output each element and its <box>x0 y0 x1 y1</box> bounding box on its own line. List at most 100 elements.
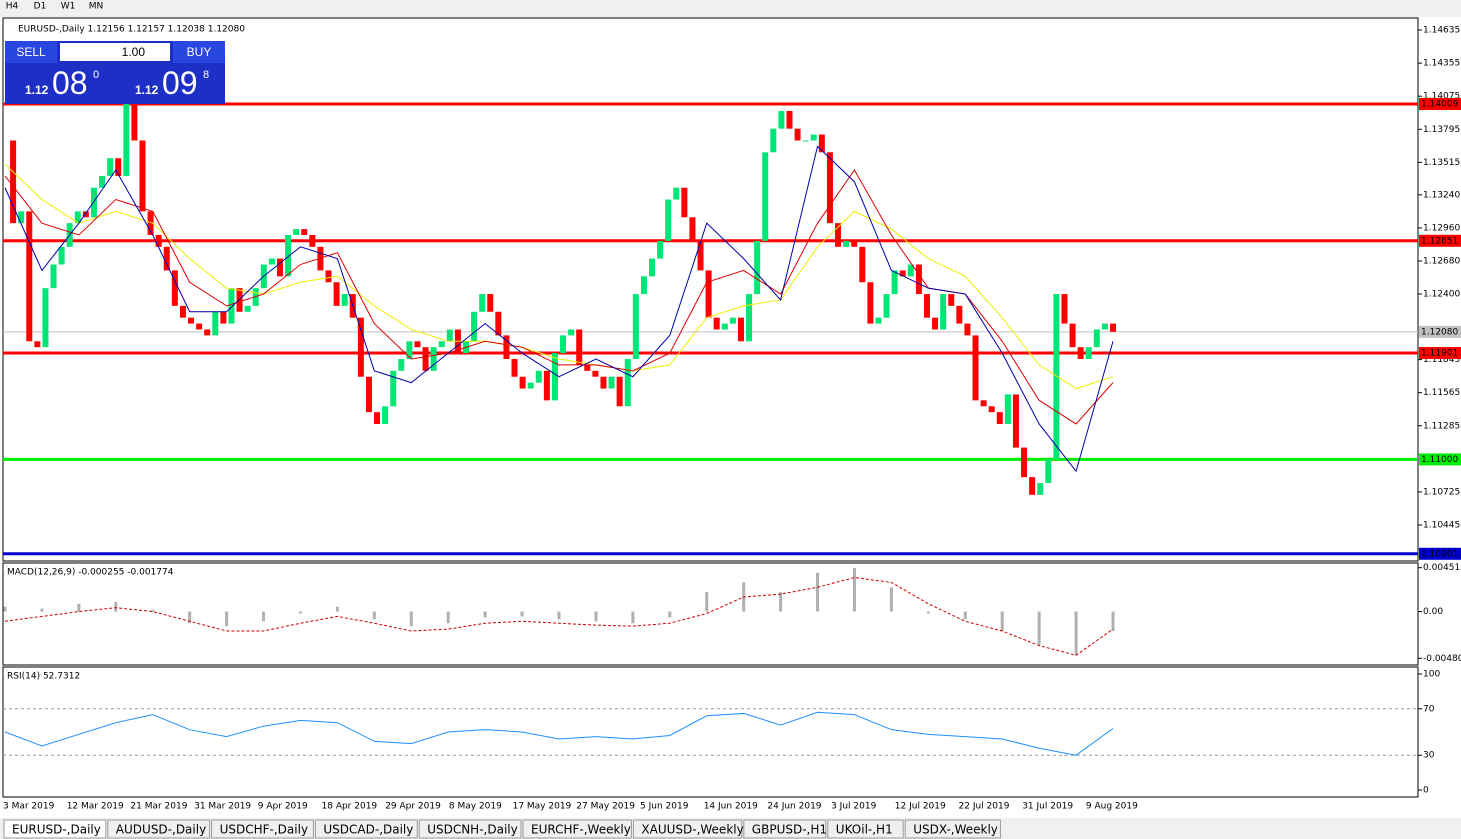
candle <box>293 229 300 235</box>
candle <box>309 234 316 247</box>
candle <box>875 317 882 324</box>
tab-label[interactable]: EURUSD-,Daily <box>12 823 101 837</box>
candle <box>357 317 364 377</box>
candle <box>972 335 979 401</box>
tab-label[interactable]: USDCAD-,Daily <box>323 823 413 837</box>
candle <box>487 294 494 312</box>
candle <box>940 294 947 330</box>
candle <box>600 376 607 389</box>
timeframe-button[interactable]: MN <box>89 2 104 12</box>
tab[interactable] <box>904 819 1001 839</box>
candle <box>276 258 283 277</box>
x-tick-label: 31 Mar 2019 <box>194 802 251 812</box>
level-label: 1.12851 <box>1421 236 1458 246</box>
y-tick-label: 0.004517 <box>1423 563 1461 573</box>
candle <box>204 329 211 336</box>
candle <box>479 294 486 312</box>
tab-label[interactable]: AUDUSD-,Daily <box>116 823 206 837</box>
candle <box>956 305 963 324</box>
tab[interactable] <box>418 819 522 839</box>
candle <box>301 229 308 235</box>
candle <box>535 370 542 383</box>
candle <box>107 158 114 176</box>
candle <box>519 376 526 389</box>
candle <box>382 406 389 424</box>
trade-panel: SELL 1.00 BUY 1.12 08 0 1.12 09 8 <box>5 41 225 104</box>
candle <box>527 382 534 389</box>
x-tick-label: 12 Jul 2019 <box>895 802 946 812</box>
candle <box>560 335 567 354</box>
tab[interactable] <box>632 819 743 839</box>
candle <box>932 317 939 330</box>
candle <box>406 341 413 360</box>
tab[interactable] <box>107 819 211 839</box>
timeframe-button[interactable]: H4 <box>6 2 19 12</box>
candle <box>608 376 615 389</box>
tab-label[interactable]: GBPUSD-,H1 <box>752 823 827 837</box>
x-tick-label: 8 May 2019 <box>449 802 502 812</box>
tab-label[interactable]: UKOil-,H1 <box>836 823 893 837</box>
tab-label[interactable]: USDCNH-,Daily <box>427 823 518 837</box>
candle <box>632 294 639 360</box>
y-tick-label: 1.14075 <box>1423 92 1460 102</box>
candle <box>778 110 785 129</box>
timeframe-button[interactable]: D1 <box>34 2 47 12</box>
indicator-line <box>4 577 1114 656</box>
candle <box>964 323 971 336</box>
y-tick-label: 1.12400 <box>1423 290 1460 300</box>
tab[interactable] <box>314 819 418 839</box>
candle <box>649 258 656 277</box>
tab[interactable] <box>743 819 827 839</box>
x-tick-label: 5 Jun 2019 <box>640 802 689 812</box>
tab[interactable] <box>522 819 632 839</box>
candle <box>802 140 809 142</box>
macd-title: MACD(12,26,9) -0.000255 -0.001774 <box>7 568 174 578</box>
candle <box>123 81 130 176</box>
candle <box>179 305 186 318</box>
timeframe-button[interactable]: W1 <box>61 2 76 12</box>
buy-price-frac: 8 <box>203 69 210 81</box>
candle <box>737 317 744 342</box>
candle <box>220 311 227 324</box>
candle <box>155 234 162 247</box>
level-label: 1.12080 <box>1421 327 1458 337</box>
tab[interactable] <box>827 819 904 839</box>
candle <box>1045 459 1052 484</box>
candle <box>584 364 591 371</box>
x-tick-label: 17 May 2019 <box>513 802 572 812</box>
sell-button[interactable]: SELL <box>5 41 57 63</box>
x-tick-label: 9 Apr 2019 <box>258 802 308 812</box>
candle <box>899 270 906 277</box>
candle <box>333 282 340 306</box>
candle <box>390 370 397 407</box>
tab[interactable] <box>3 819 107 839</box>
tab-label[interactable]: XAUUSD-,Weekly <box>641 823 743 837</box>
x-tick-label: 24 Jun 2019 <box>767 802 821 812</box>
tab-label[interactable]: USDCHF-,Daily <box>220 823 308 837</box>
y-tick-label: 1.11285 <box>1423 421 1460 431</box>
candle <box>374 412 381 424</box>
y-tick-label: 1.12960 <box>1423 223 1460 233</box>
candle <box>82 211 89 218</box>
lots-input[interactable]: 1.00 <box>60 43 170 61</box>
level-label-bg <box>1419 97 1461 110</box>
rsi-title: RSI(14) 52.7312 <box>7 672 80 682</box>
level-label: 1.11000 <box>1421 455 1458 465</box>
x-tick-label: 12 Mar 2019 <box>67 802 124 812</box>
tab-label[interactable]: EURCHF-,Weekly <box>531 823 631 837</box>
candle <box>697 240 704 271</box>
candle <box>673 187 680 200</box>
y-tick-label: 1.11845 <box>1423 355 1460 365</box>
y-tick-label: 70 <box>1423 704 1435 714</box>
tab-label[interactable]: USDX-,Weekly <box>913 823 998 837</box>
buy-price-big: 1.12 <box>135 83 159 97</box>
candle <box>907 264 914 277</box>
candle <box>891 270 898 295</box>
candle <box>689 217 696 241</box>
candle <box>26 211 33 342</box>
tab[interactable] <box>211 819 314 839</box>
buy-button[interactable]: BUY <box>173 41 225 63</box>
level-label-bg <box>1419 547 1461 560</box>
